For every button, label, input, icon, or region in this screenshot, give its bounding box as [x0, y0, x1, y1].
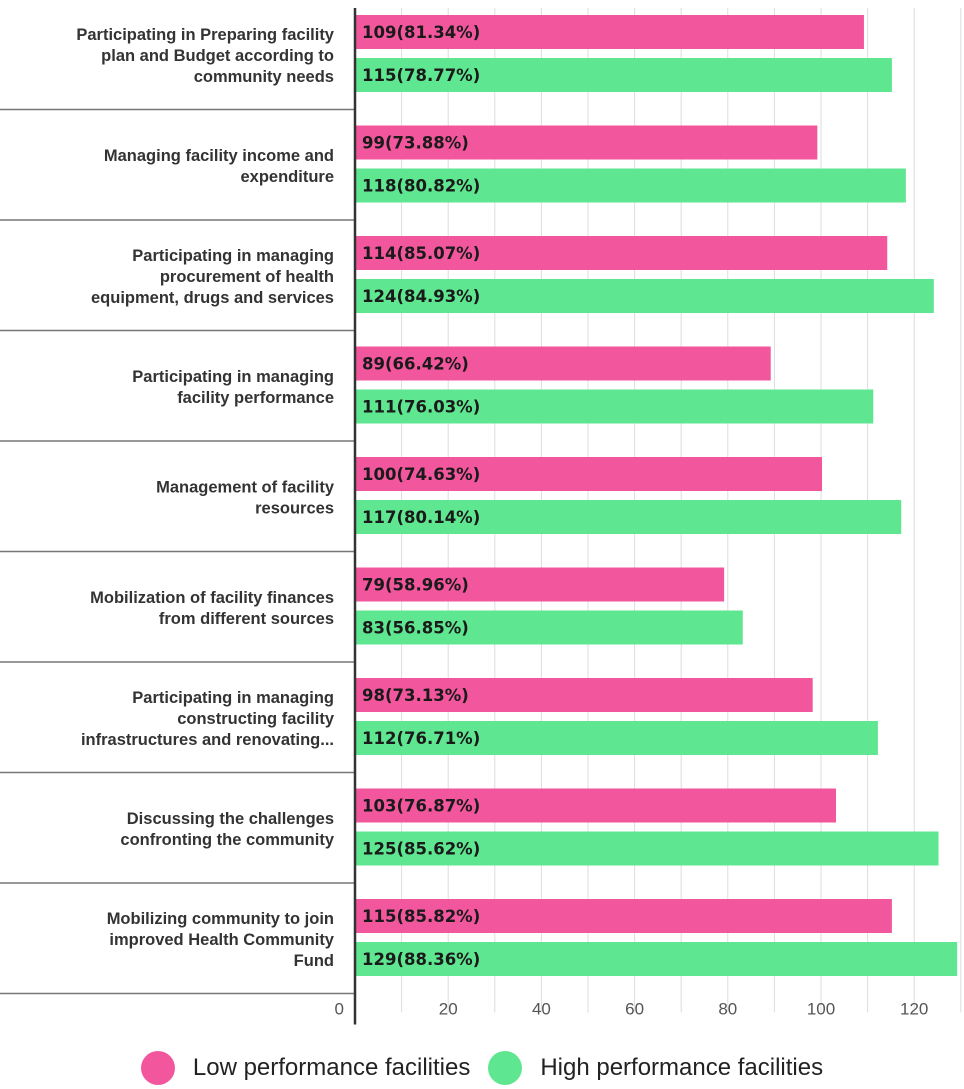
category-label: from different sources — [159, 610, 334, 628]
data-label-high: 117(80.14%) — [362, 508, 480, 527]
legend-swatch-high — [488, 1051, 523, 1085]
data-label-high: 129(88.36%) — [362, 950, 480, 969]
legend: Low performance facilities High performa… — [0, 1048, 964, 1088]
x-tick-label: 100 — [807, 1000, 835, 1019]
bar-high — [356, 500, 902, 534]
category-label: Participating in managing — [132, 368, 334, 386]
bar-low — [356, 15, 864, 49]
category-label: equipment, drugs and services — [91, 289, 334, 307]
x-tick-label: 0 — [335, 1000, 344, 1019]
category-label: Mobilization of facility finances — [90, 589, 334, 607]
category-label: confronting the community — [120, 831, 334, 849]
data-label-high: 125(85.62%) — [362, 840, 480, 859]
bar-low — [356, 125, 818, 160]
data-label-high: 83(56.85%) — [362, 619, 469, 638]
category-label: Managing facility income and — [104, 147, 334, 165]
category-label: procurement of health — [160, 268, 334, 286]
legend-swatch-low — [140, 1051, 175, 1085]
category-label: community needs — [194, 68, 334, 86]
x-tick-label: 20 — [439, 1000, 458, 1019]
data-label-low: 103(76.87%) — [362, 797, 480, 816]
bar-high — [356, 942, 958, 976]
category-label: Participating in Preparing facility — [76, 26, 334, 44]
data-label-low: 98(73.13%) — [362, 686, 469, 705]
category-label: plan and Budget according to — [101, 47, 334, 65]
data-label-low: 100(74.63%) — [362, 465, 480, 484]
data-label-low: 109(81.34%) — [362, 23, 480, 42]
data-label-low: 79(58.96%) — [362, 576, 469, 595]
bar-high — [356, 279, 934, 313]
bar-low — [356, 899, 892, 933]
bar-low — [356, 236, 888, 270]
data-label-high: 124(84.93%) — [362, 287, 480, 306]
bar-low — [356, 567, 725, 602]
legend-label-low: Low performance facilities — [192, 1054, 471, 1081]
category-label: Mobilizing community to join — [107, 910, 334, 928]
category-label: Discussing the challenges — [127, 810, 334, 828]
bar-high — [356, 389, 874, 424]
bar-high — [356, 721, 878, 755]
data-label-high: 115(78.77%) — [362, 66, 480, 85]
x-tick-label: 120 — [900, 1000, 928, 1019]
category-label: facility performance — [177, 389, 334, 407]
bar-high — [356, 168, 906, 203]
category-label: constructing facility — [177, 710, 335, 728]
data-label-low: 99(73.88%) — [362, 134, 469, 153]
x-tick-label: 60 — [625, 1000, 644, 1019]
legend-item-low: Low performance facilities — [140, 1051, 471, 1085]
data-label-low: 89(66.42%) — [362, 355, 469, 374]
data-label-low: 114(85.07%) — [362, 244, 480, 263]
bar-low — [356, 678, 813, 712]
bar-low — [356, 788, 836, 823]
category-label: Participating in managing — [132, 247, 334, 265]
data-label-high: 111(76.03%) — [362, 398, 480, 417]
category-label: Management of facility — [156, 479, 335, 497]
bar-chart: 109(81.34%) 115(78.77%) Participating in P… — [0, 8, 962, 1025]
bar-high — [356, 831, 939, 866]
category-label: improved Health Community — [109, 931, 334, 949]
category-label: Fund — [294, 952, 334, 970]
data-label-high: 112(76.71%) — [362, 729, 480, 748]
bar-low — [356, 457, 822, 491]
x-tick-label: 80 — [718, 1000, 737, 1019]
legend-label-high: High performance facilities — [540, 1054, 824, 1081]
data-label-low: 115(85.82%) — [362, 907, 480, 926]
category-label: resources — [255, 500, 334, 518]
category-label: Participating in managing — [132, 689, 334, 707]
data-label-high: 118(80.82%) — [362, 177, 480, 196]
legend-item-high: High performance facilities — [488, 1051, 823, 1085]
bar-low — [356, 346, 771, 381]
x-tick-label: 40 — [532, 1000, 551, 1019]
bar-high — [356, 610, 743, 645]
category-label: expenditure — [240, 168, 334, 186]
category-label: infrastructures and renovating... — [81, 731, 334, 749]
bar-high — [356, 58, 892, 92]
